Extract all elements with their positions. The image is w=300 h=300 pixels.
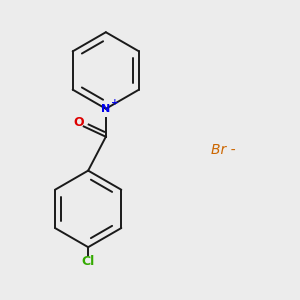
Text: +: + <box>111 98 119 107</box>
Text: Br -: Br - <box>211 143 236 157</box>
Text: N: N <box>101 104 110 114</box>
Text: O: O <box>73 116 84 129</box>
Text: Cl: Cl <box>82 254 95 268</box>
